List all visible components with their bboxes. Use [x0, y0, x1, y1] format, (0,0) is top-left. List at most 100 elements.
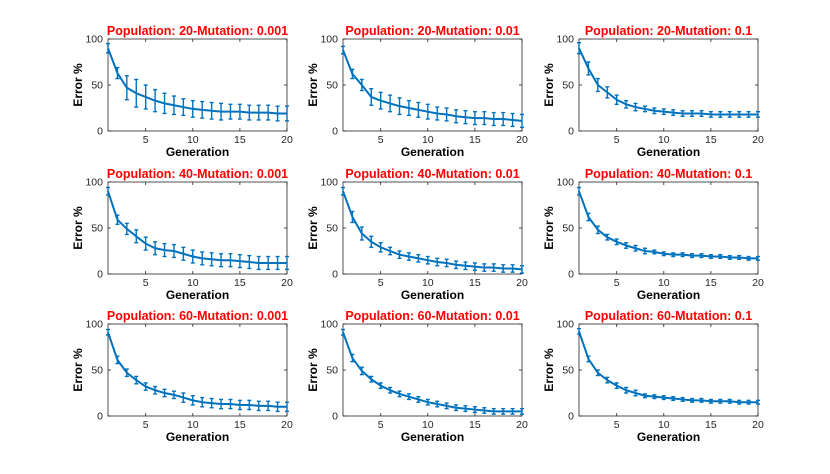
y-tick-label: 0: [568, 411, 574, 423]
y-tick-label: 0: [568, 126, 574, 138]
y-tick-label: 100: [320, 34, 338, 46]
y-tick-label: 100: [85, 319, 103, 331]
x-tick-label: 20: [752, 419, 764, 431]
x-tick-label: 10: [422, 419, 434, 431]
x-tick-label: 5: [614, 134, 620, 146]
y-tick-label: 50: [562, 223, 574, 235]
x-tick-label: 15: [234, 419, 246, 431]
subplot-title: Population: 20-Mutation: 0.01: [345, 24, 519, 38]
y-tick-label: 50: [326, 365, 338, 377]
y-tick-label: 50: [326, 80, 338, 92]
x-axis-label: Generation: [166, 430, 229, 444]
y-tick-label: 50: [562, 365, 574, 377]
subplot-title: Population: 40-Mutation: 0.1: [585, 167, 752, 181]
y-tick-label: 0: [332, 411, 338, 423]
y-tick-label: 0: [332, 269, 338, 281]
subplot-4: Population: 40-Mutation: 0.001 0 50 100 5 10 1…: [71, 167, 293, 302]
subplot-title: Population: 60-Mutation: 0.01: [345, 309, 519, 323]
x-tick-label: 15: [234, 277, 246, 289]
y-axis-label: Error %: [71, 206, 85, 250]
y-tick-label: 0: [332, 126, 338, 138]
x-tick-label: 5: [143, 419, 149, 431]
axes-box: [107, 38, 288, 132]
x-tick-label: 10: [422, 277, 434, 289]
y-axis-label: Error %: [542, 206, 556, 250]
x-tick-label: 20: [516, 134, 528, 146]
subplot-2: Population: 20-Mutation: 0.01 0 50 100 5 10 15…: [306, 24, 528, 159]
series-line: [342, 49, 523, 122]
y-axis-label: Error %: [71, 348, 85, 392]
series-line: [342, 190, 523, 271]
x-tick-label: 15: [469, 419, 481, 431]
y-tick-label: 0: [97, 411, 103, 423]
y-axis-label: Error %: [542, 348, 556, 392]
axes-box: [578, 181, 759, 275]
subplot-1: Population: 20-Mutation: 0.001 0 50 100 5 10 1…: [71, 24, 293, 159]
x-tick-label: 5: [378, 134, 384, 146]
subplot-title: Population: 40-Mutation: 0.01: [345, 167, 519, 181]
x-axis-label: Generation: [637, 288, 700, 302]
axes-box: [342, 38, 523, 132]
subplot-6: Population: 40-Mutation: 0.1 0 50 100 5 10 15 2…: [542, 167, 764, 302]
x-tick-label: 10: [187, 134, 199, 146]
subplot-title: Population: 60-Mutation: 0.1: [585, 309, 752, 323]
y-axis-label: Error %: [542, 63, 556, 107]
y-tick-label: 100: [320, 319, 338, 331]
x-tick-label: 20: [281, 419, 293, 431]
series-line: [107, 190, 287, 264]
subplot-5: Population: 40-Mutation: 0.01 0 50 100 5 10 15…: [306, 167, 528, 302]
x-axis-label: Generation: [401, 145, 464, 159]
x-tick-label: 20: [752, 277, 764, 289]
x-tick-label: 15: [705, 277, 717, 289]
subplot-title: Population: 20-Mutation: 0.1: [585, 24, 752, 38]
x-tick-label: 15: [469, 277, 481, 289]
y-tick-label: 100: [85, 34, 103, 46]
subplot-title: Population: 20-Mutation: 0.001: [107, 24, 288, 38]
y-axis-label: Error %: [71, 63, 85, 107]
subplot-3: Population: 20-Mutation: 0.1 0 50 100 5 10 15 2…: [542, 24, 764, 159]
x-axis-label: Generation: [401, 288, 464, 302]
x-axis-label: Generation: [166, 288, 229, 302]
y-axis-label: Error %: [306, 63, 320, 107]
x-tick-label: 20: [281, 277, 293, 289]
x-tick-label: 10: [658, 419, 670, 431]
x-tick-label: 20: [281, 134, 293, 146]
y-tick-label: 50: [91, 365, 103, 377]
y-tick-label: 50: [91, 80, 103, 92]
series-line: [578, 47, 758, 116]
subplot-title: Population: 40-Mutation: 0.001: [107, 167, 288, 181]
x-tick-label: 10: [658, 277, 670, 289]
error-bar: [520, 113, 524, 129]
x-tick-label: 15: [705, 419, 717, 431]
subplot-title: Population: 60-Mutation: 0.001: [107, 309, 288, 323]
x-tick-label: 10: [187, 419, 199, 431]
x-tick-label: 5: [378, 277, 384, 289]
subplot-7: Population: 60-Mutation: 0.001 0 50 100 5 10 1…: [71, 309, 293, 444]
y-tick-label: 0: [568, 269, 574, 281]
y-tick-label: 0: [97, 269, 103, 281]
y-tick-label: 100: [320, 177, 338, 189]
y-tick-label: 100: [556, 34, 574, 46]
x-tick-label: 5: [143, 277, 149, 289]
y-axis-label: Error %: [306, 348, 320, 392]
x-axis-label: Generation: [637, 430, 700, 444]
x-tick-label: 5: [143, 134, 149, 146]
y-tick-label: 50: [326, 223, 338, 235]
series-line: [342, 331, 522, 413]
y-tick-label: 100: [85, 177, 103, 189]
y-tick-label: 100: [556, 177, 574, 189]
y-tick-label: 50: [91, 223, 103, 235]
x-axis-label: Generation: [166, 145, 229, 159]
x-tick-label: 15: [705, 134, 717, 146]
subplot-9: Population: 60-Mutation: 0.1 0 50 100 5 10 15 2…: [542, 309, 764, 444]
series-line: [578, 331, 758, 404]
series-line: [578, 190, 758, 260]
x-tick-label: 20: [516, 277, 528, 289]
y-tick-label: 100: [556, 319, 574, 331]
x-tick-label: 15: [469, 134, 481, 146]
y-tick-label: 0: [97, 126, 103, 138]
x-tick-label: 5: [378, 419, 384, 431]
x-tick-label: 15: [234, 134, 246, 146]
subplot-8: Population: 60-Mutation: 0.01 0 50 100 5 10 15…: [306, 309, 528, 444]
